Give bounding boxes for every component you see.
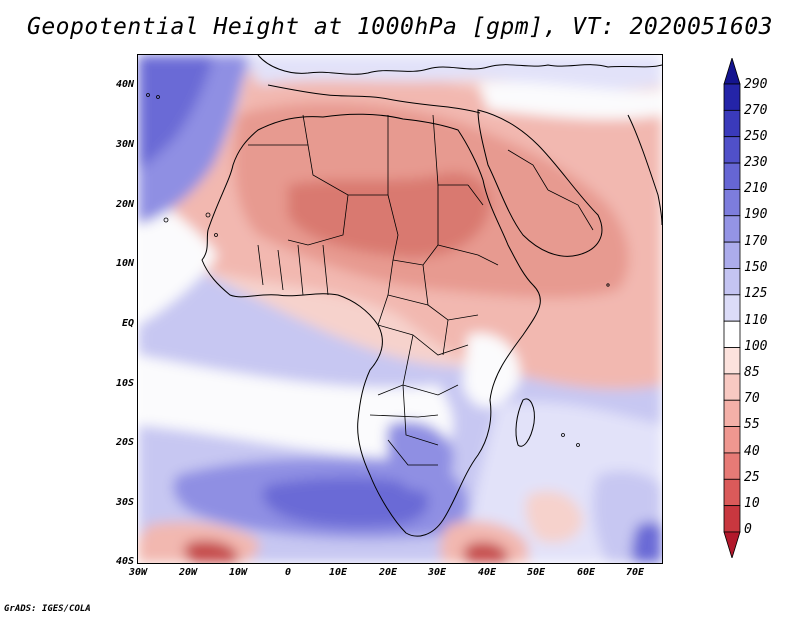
lat-label: 20N: [115, 199, 134, 210]
lon-label: 30E: [427, 567, 447, 578]
colorbar-label: 110: [744, 313, 768, 328]
colorbar-label: 10: [744, 496, 760, 511]
colorbar-label: 125: [744, 286, 768, 301]
colorbar-label: 250: [744, 129, 768, 144]
islands: [146, 93, 610, 447]
lon-label: 20W: [178, 567, 198, 578]
colorbar-bottom-triangle: [723, 531, 741, 558]
credit-text: GrADS: IGES/COLA: [4, 604, 91, 614]
colorbar-cell: [723, 294, 741, 322]
lon-label: 10E: [328, 567, 348, 578]
field-sa-blue: [386, 421, 454, 491]
colorbar-label: 100: [744, 339, 768, 354]
arabia-coastline: [477, 109, 603, 257]
colorbar-label: 230: [744, 155, 768, 170]
colorbar-cell: [723, 268, 741, 296]
lon-label: 20E: [378, 567, 398, 578]
colorbar-label: 170: [744, 234, 768, 249]
colorbar-cell: [723, 83, 741, 111]
colorbar-cell: [723, 399, 741, 427]
colorbar-label: 55: [744, 417, 760, 432]
colorbar-cell: [723, 189, 741, 217]
colorbar-label: 270: [744, 103, 768, 118]
field-s-red-core: [463, 542, 508, 563]
colorbar-cell: [723, 452, 741, 480]
field-north-pale: [248, 55, 662, 90]
colorbar-label: 85: [744, 365, 760, 380]
field-nw-deep: [138, 55, 213, 170]
field-north-white: [478, 81, 662, 120]
colorbar-cell: [723, 109, 741, 138]
madagascar-coastline: [515, 398, 535, 447]
europe-coastline: [257, 55, 662, 75]
field-south-deep: [262, 477, 429, 527]
colorbar-label: 210: [744, 181, 768, 196]
colorbar: [723, 58, 741, 558]
lat-label: 10N: [115, 258, 134, 269]
lat-label: 30N: [115, 139, 134, 150]
colorbar-cell: [723, 426, 741, 454]
lon-label: 60E: [576, 567, 596, 578]
country-borders: [248, 114, 594, 466]
india-coastline: [627, 114, 662, 226]
field-white-band: [138, 190, 218, 325]
field-white-east: [463, 333, 520, 408]
lon-label: 40E: [477, 567, 497, 578]
colorbar-top-triangle: [723, 58, 741, 85]
colorbar-label: 40: [744, 444, 760, 459]
colorbar-cell: [723, 162, 741, 190]
colorbar-cell: [723, 505, 741, 533]
colorbar-label: 25: [744, 470, 760, 485]
colorbar-cell: [723, 373, 741, 401]
lat-label: 20S: [115, 437, 134, 448]
map-title: Geopotential Height at 1000hPa [gpm], VT…: [26, 14, 774, 40]
map-panel: [138, 55, 662, 563]
colorbar-cell: [723, 347, 741, 375]
lon-label: 10W: [228, 567, 248, 578]
lat-label: 30S: [115, 497, 134, 508]
lon-label: 70E: [625, 567, 645, 578]
colorbar-cell: [723, 241, 741, 269]
lon-label: 50E: [526, 567, 546, 578]
mediterranean-coast: [267, 84, 481, 114]
colorbar-cell: [723, 320, 741, 348]
colorbar-label: 290: [744, 77, 768, 92]
lat-label: 10S: [115, 378, 134, 389]
colorbar-label: 150: [744, 260, 768, 275]
colorbar-label: 190: [744, 207, 768, 222]
field-white-south: [138, 355, 453, 458]
field-sw-red-core: [184, 540, 238, 563]
field-se-pale-red: [525, 491, 583, 543]
lon-label: 0: [284, 567, 292, 578]
colorbar-cell: [723, 478, 741, 507]
geopotential-map: [138, 55, 662, 563]
lon-label: 30W: [128, 567, 148, 578]
lat-label: 40S: [115, 556, 134, 567]
field-se-deep: [631, 522, 662, 563]
colorbar-label: 70: [744, 391, 760, 406]
lat-label: EQ: [121, 318, 134, 329]
lat-label: 40N: [115, 79, 134, 90]
colorbar-cell: [723, 215, 741, 243]
colorbar-label: 0: [744, 522, 752, 537]
colorbar-cell: [723, 136, 741, 164]
